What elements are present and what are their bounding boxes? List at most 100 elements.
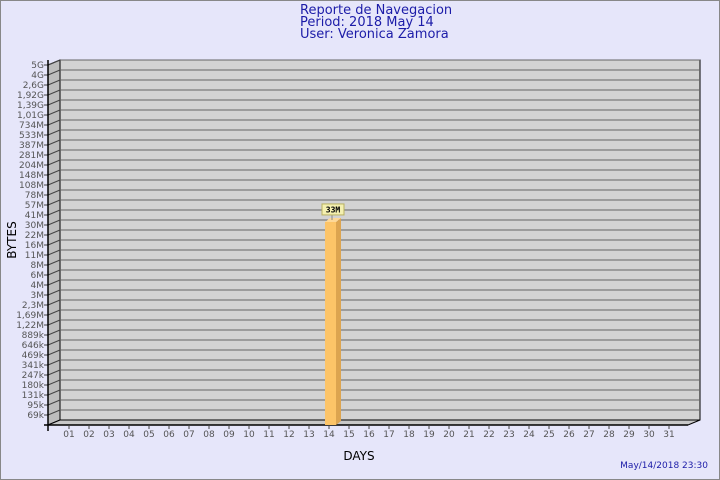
- gridline-depth: [47, 219, 61, 226]
- x-tick-label: 20: [443, 430, 455, 440]
- y-tick-label: 1,39G: [17, 101, 44, 111]
- y-tick-label: 341k: [22, 361, 45, 371]
- x-tick-label: 25: [543, 430, 554, 440]
- y-tick-label: 108M: [19, 181, 44, 191]
- y-tick-label: 3M: [31, 291, 45, 301]
- gridline-depth: [47, 69, 61, 76]
- y-tick-label: 95k: [27, 401, 44, 411]
- x-tick-label: 30: [643, 430, 655, 440]
- y-tick-label: 57M: [25, 201, 44, 211]
- y-tick-label: 204M: [19, 161, 44, 171]
- y-tick-label: 69k: [27, 411, 44, 421]
- y-tick-label: 646k: [22, 341, 45, 351]
- gridline-depth: [47, 189, 61, 196]
- gridline-depth: [47, 359, 61, 366]
- y-tick-label: 1,22M: [16, 321, 44, 331]
- y-tick-label: 5G: [31, 61, 44, 71]
- y-tick-label: 387M: [19, 141, 44, 151]
- gridline-depth: [47, 319, 61, 326]
- gridline-depth: [47, 279, 61, 286]
- gridline-depth: [47, 239, 61, 246]
- data-label: 33M: [326, 205, 341, 214]
- x-tick-label: 03: [103, 430, 114, 440]
- gridline-depth: [47, 199, 61, 206]
- y-axis-title: BYTES: [5, 221, 19, 258]
- y-tick-label: 281M: [19, 151, 44, 161]
- gridline-depth: [47, 89, 61, 96]
- x-tick-label: 04: [123, 430, 135, 440]
- y-tick-label: 247k: [22, 371, 45, 381]
- gridline-depth: [47, 289, 61, 296]
- gridline-depth: [47, 369, 61, 376]
- gridline-depth: [47, 109, 61, 116]
- x-tick-label: 12: [283, 430, 294, 440]
- y-tick-label: 533M: [19, 131, 44, 141]
- gridline-depth: [47, 349, 61, 356]
- gridline-depth: [47, 229, 61, 236]
- x-tick-label: 22: [483, 430, 494, 440]
- y-tick-label: 78M: [25, 191, 44, 201]
- gridline-depth: [47, 159, 61, 166]
- gridline-depth: [47, 309, 61, 316]
- gridline-depth: [47, 209, 61, 216]
- y-tick-label: 4M: [31, 281, 45, 291]
- x-tick-label: 28: [603, 430, 615, 440]
- gridline-depth: [47, 59, 61, 66]
- x-tick-label: 07: [183, 430, 194, 440]
- gridline-depth: [47, 149, 61, 156]
- x-tick-label: 02: [83, 430, 94, 440]
- x-tick-label: 14: [323, 430, 335, 440]
- x-tick-label: 18: [403, 430, 415, 440]
- x-tick-label: 09: [223, 430, 235, 440]
- gridline-depth: [47, 329, 61, 336]
- y-tick-label: 180k: [22, 381, 45, 391]
- gridline-depth: [47, 249, 61, 256]
- gridline-depth: [47, 139, 61, 146]
- gridline-depth: [47, 179, 61, 186]
- gridline-depth: [47, 269, 61, 276]
- x-tick-label: 29: [623, 430, 635, 440]
- x-tick-label: 13: [303, 430, 314, 440]
- gridline-depth: [47, 79, 61, 86]
- y-tick-label: 8M: [31, 261, 45, 271]
- gridline-depth: [47, 399, 61, 406]
- y-tick-label: 148M: [19, 171, 44, 181]
- gridline-depth: [47, 379, 61, 386]
- x-tick-label: 10: [243, 430, 255, 440]
- bar-top-day-14: [325, 217, 341, 222]
- report-user: User: Veronica Zamora: [300, 27, 449, 42]
- y-tick-label: 22M: [25, 231, 44, 241]
- x-tick-label: 24: [523, 430, 535, 440]
- gridline-depth: [47, 409, 61, 416]
- x-tick-label: 19: [423, 430, 435, 440]
- y-tick-label: 41M: [25, 211, 44, 221]
- x-axis-title: DAYS: [343, 449, 374, 463]
- y-tick-label: 734M: [19, 121, 44, 131]
- gridline-depth: [47, 129, 61, 136]
- x-tick-label: 16: [363, 430, 375, 440]
- x-tick-label: 15: [343, 430, 354, 440]
- gridline-depth: [47, 99, 61, 106]
- x-tick-label: 01: [63, 430, 74, 440]
- gridline-depth: [47, 119, 61, 126]
- x-tick-label: 11: [263, 430, 274, 440]
- gridline-depth: [47, 169, 61, 176]
- y-tick-label: 16M: [25, 241, 44, 251]
- y-tick-label: 1,92G: [17, 91, 44, 101]
- y-tick-label: 469k: [22, 351, 45, 361]
- bar-side-day-14: [336, 217, 341, 425]
- y-tick-label: 4G: [31, 71, 44, 81]
- x-tick-label: 31: [663, 430, 674, 440]
- gridline-depth: [47, 299, 61, 306]
- y-tick-label: 11M: [25, 251, 44, 261]
- x-tick-label: 06: [163, 430, 175, 440]
- report-title: Reporte de Navegacion: [300, 3, 453, 18]
- y-tick-label: 131k: [22, 391, 45, 401]
- x-tick-label: 26: [563, 430, 575, 440]
- x-tick-label: 17: [383, 430, 394, 440]
- x-tick-label: 21: [463, 430, 474, 440]
- y-tick-label: 1,01G: [17, 111, 44, 121]
- y-tick-label: 6M: [31, 271, 45, 281]
- report-period: Period: 2018 May 14: [300, 15, 434, 30]
